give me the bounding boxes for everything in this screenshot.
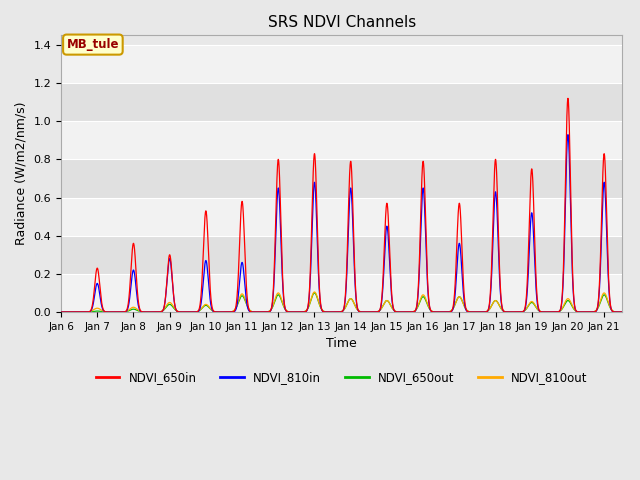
Bar (61, 159, 622, 198)
Bar (61, 198, 622, 236)
Text: MB_tule: MB_tule (67, 38, 119, 51)
Y-axis label: Radiance (W/m2/nm/s): Radiance (W/m2/nm/s) (15, 102, 28, 245)
Bar (61, 83, 622, 121)
Title: SRS NDVI Channels: SRS NDVI Channels (268, 15, 416, 30)
X-axis label: Time: Time (326, 337, 357, 350)
Bar (61, 45, 622, 83)
Bar (61, 236, 622, 274)
Bar (61, 121, 622, 159)
Bar (61, 274, 622, 312)
Legend: NDVI_650in, NDVI_810in, NDVI_650out, NDVI_810out: NDVI_650in, NDVI_810in, NDVI_650out, NDV… (91, 367, 593, 389)
